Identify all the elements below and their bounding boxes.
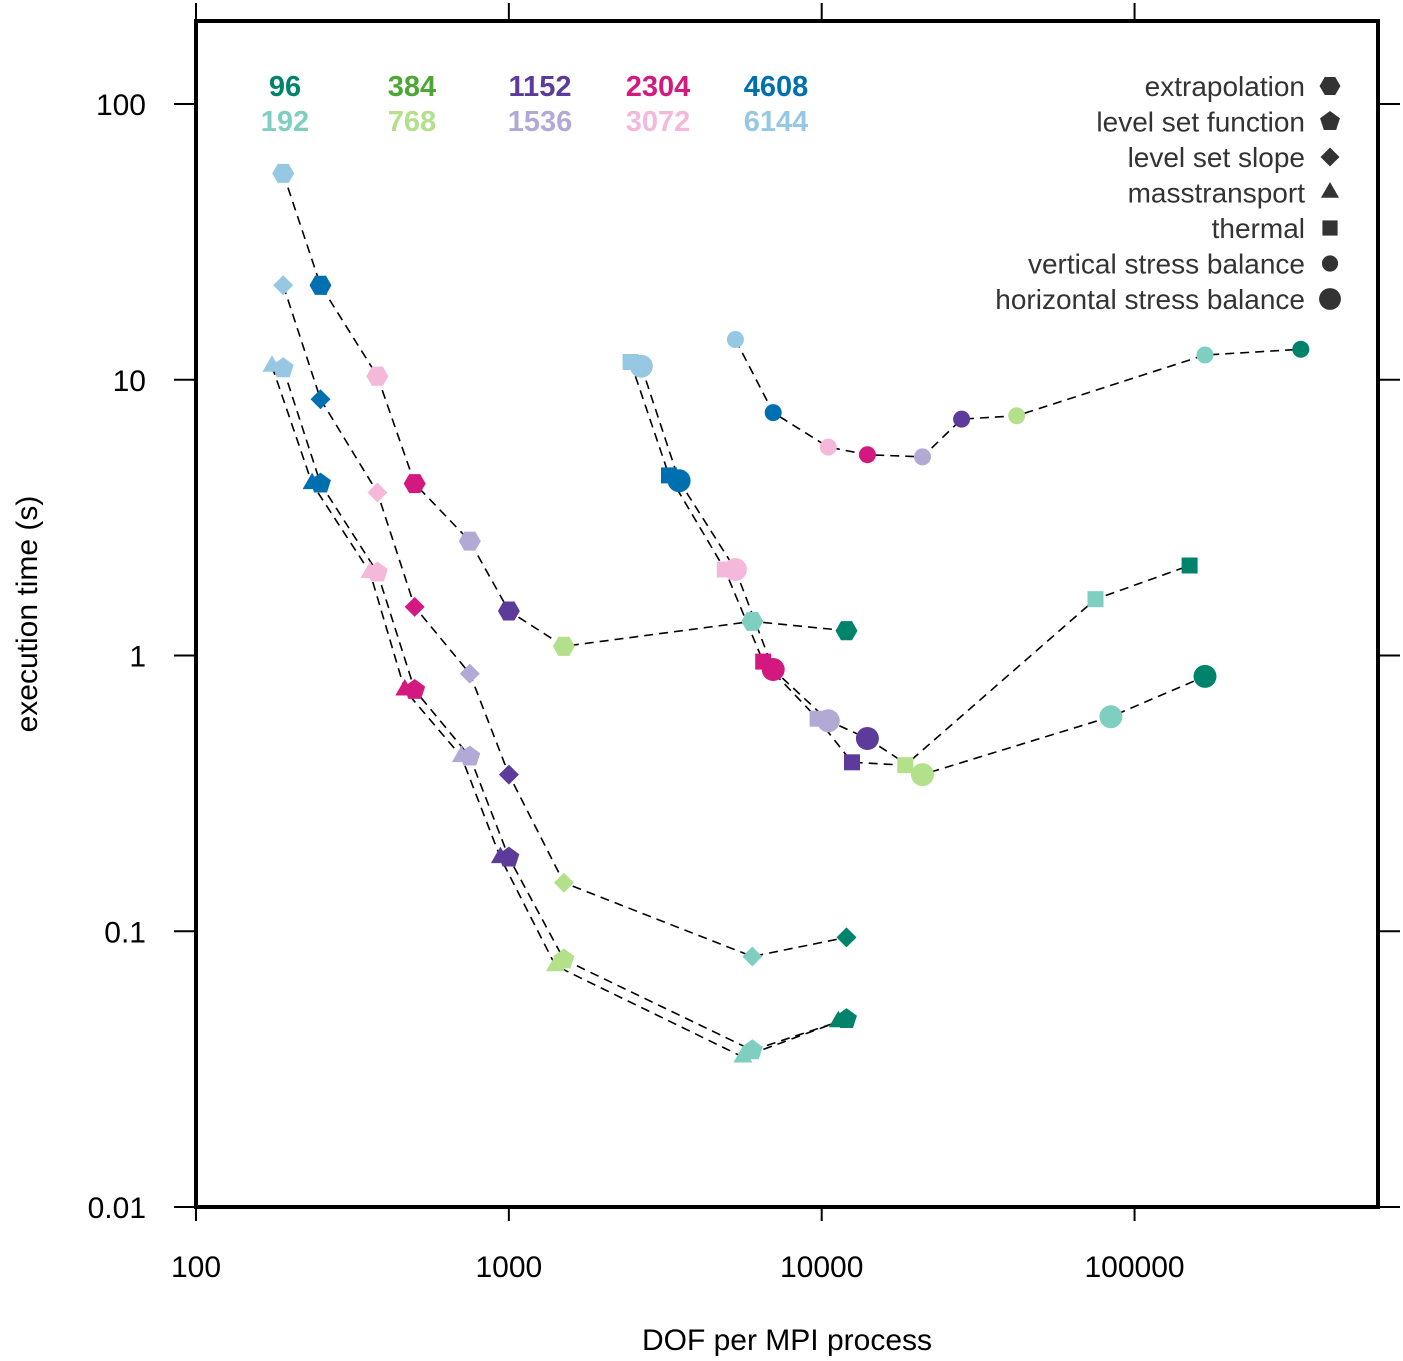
data-point-extrapolation xyxy=(309,275,332,295)
process-count-label: 3072 xyxy=(626,106,691,138)
legend-label: extrapolation xyxy=(1145,71,1305,102)
process-count-label: 384 xyxy=(388,71,436,103)
data-point-extrapolation xyxy=(366,366,389,386)
data-point-horizontal-stress-balance xyxy=(1193,664,1217,688)
data-point-horizontal-stress-balance xyxy=(855,727,879,750)
data-point-masstransport xyxy=(490,846,510,864)
data-point-horizontal-stress-balance xyxy=(761,658,785,681)
data-point-horizontal-stress-balance xyxy=(723,558,747,581)
legend-marker-vertical-stress-balance xyxy=(1321,255,1339,272)
series-line-thermal xyxy=(629,361,1190,767)
data-point-vertical-stress-balance xyxy=(1008,407,1026,425)
legend-marker-level-set-function xyxy=(1320,111,1340,130)
legend-label: level set function xyxy=(1096,107,1305,138)
data-point-thermal xyxy=(1181,557,1198,574)
legend-marker-masstransport xyxy=(1320,182,1340,198)
legend-marker-thermal xyxy=(1322,220,1338,236)
data-point-horizontal-stress-balance xyxy=(667,469,691,493)
data-point-extrapolation xyxy=(272,163,295,183)
legend-label: vertical stress balance xyxy=(1028,249,1305,280)
series-line-extrapolation xyxy=(282,173,847,648)
data-point-extrapolation xyxy=(741,611,764,631)
y-tick-label: 0.01 xyxy=(88,1192,146,1225)
data-point-level-set-slope xyxy=(273,275,294,296)
x-axis-label: DOF per MPI process xyxy=(642,1324,932,1357)
data-point-masstransport xyxy=(262,355,282,372)
y-axis-label: execution time (s) xyxy=(11,496,44,733)
data-point-masstransport xyxy=(545,954,566,972)
data-point-masstransport xyxy=(451,745,471,763)
process-count-label: 768 xyxy=(388,106,436,138)
data-point-masstransport xyxy=(733,1046,753,1063)
legend-marker-level-set-slope xyxy=(1320,147,1340,167)
data-point-extrapolation xyxy=(552,636,575,656)
data-point-thermal xyxy=(844,754,860,771)
data-point-level-set-slope xyxy=(553,872,574,893)
data-point-level-set-slope xyxy=(742,946,763,967)
data-point-vertical-stress-balance xyxy=(819,438,837,456)
data-point-thermal xyxy=(1087,591,1104,608)
process-count-label: 4608 xyxy=(744,71,809,103)
data-point-horizontal-stress-balance xyxy=(1099,705,1123,729)
data-point-vertical-stress-balance xyxy=(858,446,876,464)
legend-label: level set slope xyxy=(1128,142,1305,173)
data-point-vertical-stress-balance xyxy=(1196,346,1214,364)
series-markers xyxy=(262,163,1310,1063)
legend-label: horizontal stress balance xyxy=(995,284,1305,315)
data-point-horizontal-stress-balance xyxy=(816,709,840,733)
data-point-level-set-slope xyxy=(367,482,388,503)
data-point-level-set-slope xyxy=(404,596,425,617)
x-tick-label: 100 xyxy=(171,1251,221,1284)
data-point-extrapolation xyxy=(835,621,858,641)
y-tick-label: 1 xyxy=(129,641,146,674)
process-count-label: 6144 xyxy=(744,106,809,138)
data-point-extrapolation xyxy=(497,601,520,621)
data-point-level-set-slope xyxy=(836,927,857,948)
series-line-vertical-stress-balance xyxy=(734,339,1301,458)
data-point-horizontal-stress-balance xyxy=(911,763,934,787)
series-line-level-set-function xyxy=(282,368,847,1052)
data-point-extrapolation xyxy=(403,474,426,494)
data-point-masstransport xyxy=(828,1010,848,1028)
data-point-vertical-stress-balance xyxy=(914,448,931,466)
data-point-masstransport xyxy=(302,472,322,490)
process-count-label: 2304 xyxy=(626,71,691,103)
data-point-vertical-stress-balance xyxy=(953,410,971,428)
y-tick-label: 10 xyxy=(113,365,146,398)
data-point-horizontal-stress-balance xyxy=(629,354,653,378)
x-tick-label: 100000 xyxy=(1084,1251,1184,1284)
process-count-label: 1152 xyxy=(509,71,572,103)
data-point-thermal xyxy=(897,757,914,774)
data-point-level-set-slope xyxy=(459,663,480,684)
y-tick-label: 100 xyxy=(96,89,146,122)
data-point-vertical-stress-balance xyxy=(764,404,782,422)
legend-marker-extrapolation xyxy=(1319,76,1341,96)
process-count-label: 96 xyxy=(269,71,301,103)
process-count-label: 1536 xyxy=(508,106,573,138)
legend-label: thermal xyxy=(1212,213,1305,244)
legend: extrapolation level set function level set… xyxy=(995,71,1341,315)
data-point-level-set-slope xyxy=(310,389,331,410)
data-point-masstransport xyxy=(395,679,415,696)
data-point-extrapolation xyxy=(458,531,481,551)
legend-label: masstransport xyxy=(1128,178,1306,209)
data-point-vertical-stress-balance xyxy=(1292,340,1310,358)
data-point-vertical-stress-balance xyxy=(726,331,744,348)
axis-ticks: 100 1000 10000 100000 0.01 0.1 1 10 100 xyxy=(88,3,1400,1284)
data-point-level-set-function xyxy=(272,357,294,378)
y-tick-label: 0.1 xyxy=(104,916,146,949)
data-point-level-set-slope xyxy=(498,764,519,785)
plot-frame xyxy=(194,19,1380,1209)
data-point-masstransport xyxy=(360,561,380,578)
x-tick-label: 1000 xyxy=(475,1251,542,1284)
x-tick-label: 10000 xyxy=(780,1251,863,1284)
process-count-label: 192 xyxy=(261,106,309,138)
legend-marker-horizontal-stress-balance xyxy=(1319,288,1341,310)
